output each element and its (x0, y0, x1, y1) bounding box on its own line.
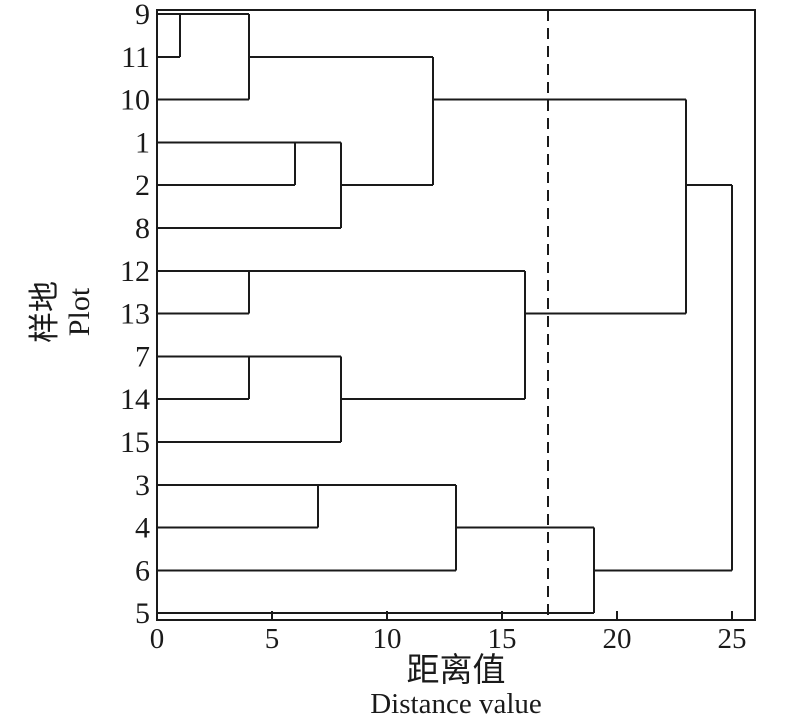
leaf-label: 13 (120, 298, 150, 331)
x-tick-label: 0 (150, 623, 165, 655)
leaf-label: 12 (120, 255, 150, 288)
leaf-label: 4 (135, 512, 150, 545)
leaf-label: 15 (120, 426, 150, 459)
leaf-label: 6 (135, 554, 150, 587)
leaf-label: 7 (135, 340, 150, 373)
leaf-label: 8 (135, 212, 150, 245)
leaf-label: 2 (135, 169, 150, 202)
plot-frame (156, 9, 756, 621)
leaf-label: 11 (121, 41, 150, 74)
x-axis-title: 距离值 Distance value (157, 653, 755, 720)
y-axis-title-en: Plot (63, 287, 96, 337)
leaf-label: 5 (135, 597, 150, 630)
x-tick-label: 15 (488, 623, 517, 655)
x-tick-label: 10 (373, 623, 402, 655)
x-tick-label: 25 (718, 623, 747, 655)
y-axis-title: 样地 Plot (27, 269, 99, 355)
x-axis-title-cn: 距离值 (406, 653, 506, 689)
x-tick-label: 5 (265, 623, 280, 655)
leaf-label: 10 (120, 84, 150, 117)
x-axis-title-en: Distance value (370, 688, 542, 720)
y-axis-title-cn: 样地 (27, 281, 62, 343)
x-tick-label: 20 (603, 623, 632, 655)
leaf-label: 3 (135, 469, 150, 502)
leaf-label: 14 (120, 383, 150, 416)
leaf-label: 1 (135, 126, 150, 159)
leaf-label: 9 (135, 0, 150, 31)
